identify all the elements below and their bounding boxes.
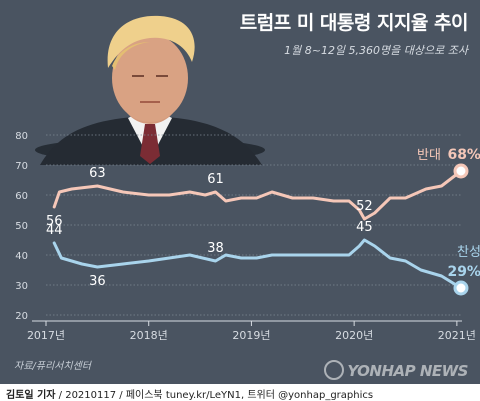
chart-title: 트럼프 미 대통령 지지율 추이 bbox=[239, 12, 469, 34]
series-end-marker-0 bbox=[453, 163, 469, 179]
grid bbox=[46, 134, 462, 316]
credit-author: 김토일 기자 bbox=[6, 390, 56, 401]
series-name-label: 반대 bbox=[417, 148, 441, 163]
series-name-label: 찬성 bbox=[457, 245, 480, 260]
y-tick-label: 30 bbox=[15, 281, 28, 292]
data-label: 63 bbox=[89, 166, 106, 181]
chart-card: 20 30 40 50 60 70 80 2017년 2018년 2019년 2020년 2021년… bbox=[0, 0, 480, 384]
x-tick-label: 2021년 bbox=[438, 329, 476, 342]
series-layer bbox=[52, 163, 469, 296]
series-line-0 bbox=[52, 169, 463, 221]
data-label: 44 bbox=[46, 223, 63, 238]
series-end-marker-1 bbox=[453, 280, 469, 296]
source-note: 자료/퓨리서치센터 bbox=[14, 361, 91, 372]
watermark: YONHAP NEWS bbox=[324, 360, 468, 380]
data-label: 61 bbox=[207, 172, 224, 187]
x-tick-label: 2018년 bbox=[130, 329, 168, 342]
y-tick-label: 20 bbox=[15, 311, 28, 322]
series-end-value-label: 29% bbox=[447, 264, 480, 280]
x-tick-label: 2019년 bbox=[232, 329, 270, 342]
credit-details: / 20210117 / 페이스북 tuney.kr/LeYN1, 트위터 @y… bbox=[55, 390, 374, 401]
data-label: 38 bbox=[207, 241, 224, 256]
y-tick-label: 80 bbox=[15, 131, 28, 142]
data-label: 45 bbox=[356, 220, 373, 235]
x-tick-label: 2017년 bbox=[27, 329, 65, 342]
data-label: 56 bbox=[46, 214, 63, 229]
x-tick-label: 2020년 bbox=[335, 329, 373, 342]
y-tick-label: 60 bbox=[15, 191, 28, 202]
trump-portrait bbox=[35, 15, 265, 165]
y-tick-label: 70 bbox=[15, 161, 28, 172]
chart-subtitle: 1월 8~12일 5,360명을 대상으로 조사 bbox=[284, 44, 468, 57]
data-label: 52 bbox=[356, 199, 373, 214]
y-tick-label: 50 bbox=[15, 221, 28, 232]
yonhap-logo-icon bbox=[324, 360, 345, 380]
watermark-text: YONHAP NEWS bbox=[347, 362, 468, 380]
data-labels: 56 63 61 52 반대 68% 44 36 38 45 찬성 29% bbox=[46, 147, 480, 289]
x-tick-labels: 2017년 2018년 2019년 2020년 2021년 bbox=[27, 320, 476, 342]
chart-svg: 20 30 40 50 60 70 80 2017년 2018년 2019년 2020년 2021년… bbox=[15, 15, 480, 342]
credit-line: 김토일 기자 / 20210117 / 페이스북 tuney.kr/LeYN1,… bbox=[6, 386, 373, 401]
series-line-1 bbox=[52, 238, 463, 290]
y-tick-labels: 20 30 40 50 60 70 80 bbox=[15, 131, 28, 322]
series-end-value-label: 68% bbox=[447, 147, 480, 163]
data-label: 36 bbox=[89, 274, 106, 289]
y-tick-label: 40 bbox=[15, 251, 28, 262]
